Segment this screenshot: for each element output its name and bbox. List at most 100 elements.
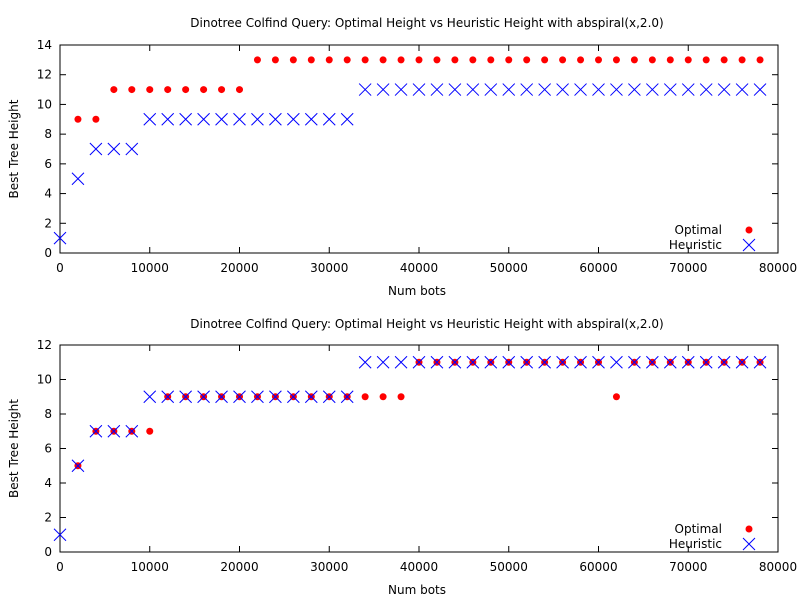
legend-marker-heuristic (742, 537, 756, 551)
heuristic-point (161, 112, 175, 126)
heuristic-point (89, 142, 103, 156)
optimal-point (541, 56, 549, 64)
x-tick-label: 70000 (669, 560, 707, 574)
heuristic-point (125, 142, 139, 156)
optimal-point (630, 56, 638, 64)
heuristic-point (358, 83, 372, 96)
heuristic-point (735, 355, 749, 369)
chart-panel-2: Dinotree Colfind Query: Optimal Height v… (7, 317, 797, 597)
heuristic-point (251, 390, 264, 404)
heuristic-point (556, 355, 569, 369)
heuristic-point (538, 355, 552, 369)
optimal-point (271, 56, 279, 64)
optimal-point (200, 86, 208, 94)
optimal-point (146, 427, 154, 435)
heuristic-point (466, 355, 480, 369)
series-optimal (74, 358, 764, 470)
y-tick-label: 10 (37, 97, 52, 111)
heuristic-point (681, 83, 695, 96)
x-tick-label: 20000 (220, 560, 258, 574)
y-tick-label: 8 (44, 407, 52, 421)
heuristic-point (71, 172, 85, 186)
heuristic-point (699, 355, 713, 369)
y-tick-label: 12 (37, 68, 52, 82)
optimal-point (415, 56, 423, 64)
optimal-point (469, 56, 477, 64)
optimal-point (505, 56, 513, 64)
optimal-point (92, 115, 100, 123)
heuristic-point (628, 355, 641, 369)
heuristic-point (520, 83, 534, 96)
y-tick-label: 6 (44, 157, 52, 171)
heuristic-point (753, 355, 767, 369)
optimal-point (648, 56, 656, 64)
heuristic-point (502, 355, 516, 369)
optimal-point (110, 86, 118, 94)
optimal-point (487, 56, 495, 64)
optimal-point (146, 86, 154, 94)
heuristic-point (448, 355, 462, 369)
optimal-point (74, 115, 82, 123)
heuristic-point (663, 83, 677, 96)
heuristic-point (538, 83, 552, 96)
x-tick-label: 80000 (759, 261, 797, 275)
heuristic-point (340, 390, 354, 404)
heuristic-point (143, 112, 157, 126)
optimal-point (451, 56, 459, 64)
heuristic-point (251, 112, 264, 126)
heuristic-point (376, 83, 390, 96)
heuristic-point (484, 355, 498, 369)
heuristic-point (322, 390, 336, 404)
plot-frame (59, 44, 779, 254)
y-tick-label: 12 (37, 338, 52, 352)
heuristic-point (233, 390, 246, 404)
y-tick-label: 6 (44, 442, 52, 456)
optimal-point (218, 86, 226, 94)
heuristic-point (466, 83, 480, 96)
optimal-point (379, 393, 387, 401)
optimal-point (523, 56, 531, 64)
x-tick-label: 0 (56, 261, 64, 275)
optimal-point (702, 56, 710, 64)
optimal-point (720, 56, 728, 64)
optimal-point (738, 56, 746, 64)
optimal-point (756, 56, 764, 64)
chart-title: Dinotree Colfind Query: Optimal Height v… (190, 317, 663, 331)
y-tick-label: 0 (44, 246, 52, 260)
x-tick-label: 0 (56, 560, 64, 574)
y-tick-label: 14 (37, 38, 52, 52)
optimal-point (343, 56, 351, 64)
heuristic-point (430, 83, 444, 96)
heuristic-point (574, 355, 587, 369)
series-optimal (74, 56, 764, 123)
heuristic-point (412, 355, 426, 369)
legend-label-optimal: Optimal (675, 223, 722, 237)
heuristic-point (448, 83, 462, 96)
optimal-point (666, 56, 674, 64)
heuristic-point (340, 112, 354, 126)
heuristic-point (574, 83, 587, 96)
x-tick-label: 60000 (579, 261, 617, 275)
heuristic-point (610, 83, 623, 96)
optimal-point (361, 393, 369, 401)
heuristic-point (628, 83, 641, 96)
heuristic-point (197, 390, 210, 404)
heuristic-point (376, 355, 390, 369)
x-tick-label: 50000 (490, 560, 528, 574)
legend-marker-heuristic (742, 238, 756, 252)
optimal-point (559, 56, 567, 64)
y-axis-label: Best Tree Height (7, 399, 21, 498)
heuristic-point (304, 390, 318, 404)
x-tick-label: 10000 (131, 261, 169, 275)
y-tick-label: 2 (44, 511, 52, 525)
heuristic-point (143, 390, 157, 404)
optimal-point (433, 56, 441, 64)
heuristic-point (53, 528, 67, 542)
heuristic-point (502, 83, 516, 96)
x-axis-label: Num bots (388, 583, 446, 597)
series-heuristic (53, 355, 767, 542)
heuristic-point (592, 83, 605, 96)
x-tick-label: 60000 (579, 560, 617, 574)
optimal-point (128, 86, 136, 94)
